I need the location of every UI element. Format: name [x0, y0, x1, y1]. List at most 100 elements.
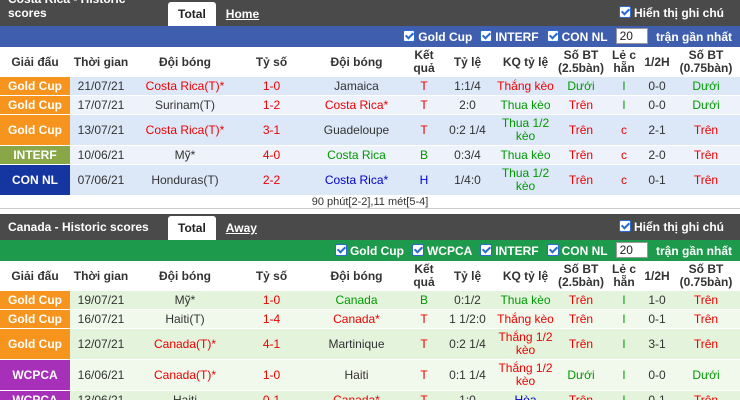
filter-bar: Gold Cup WCPCA INTERF CON NL 20 trận gần nhất — [0, 240, 740, 261]
league: Gold Cup — [0, 328, 70, 360]
match-row: Gold Cup 13/07/21 Costa Rica(T)* 3-1 Guadelo… — [0, 114, 740, 146]
league: Gold Cup — [0, 291, 70, 310]
column-header: Tỷ lệ — [440, 261, 495, 291]
count-value[interactable]: 20 — [615, 242, 648, 258]
section-title: Canada - Historic scores — [8, 220, 149, 234]
cell: Trên — [672, 164, 740, 196]
checkbox[interactable] — [619, 220, 631, 232]
cell: Hòa — [495, 390, 556, 400]
cell: Canada — [305, 291, 408, 310]
cell: 1-0 — [642, 291, 672, 310]
column-header: Số BT (2.5bàn) — [556, 47, 606, 77]
filter-label: INTERF — [495, 243, 539, 258]
filter-label: INTERF — [495, 29, 539, 44]
cell: Canada(T)* — [132, 328, 238, 360]
section: Canada - Historic scores Total Away Hiển th… — [0, 214, 740, 400]
filter[interactable]: CON NL — [546, 243, 608, 258]
cell: l — [606, 328, 642, 360]
league: Gold Cup — [0, 114, 70, 146]
tab[interactable]: Home — [225, 7, 260, 21]
cell: l — [606, 390, 642, 400]
cell: Guadeloupe — [305, 114, 408, 146]
cell: Honduras(T) — [132, 164, 238, 196]
match-row: WCPCA 16/06/21 Canada(T)* 1-0 Haiti T 0:1 1/4 T… — [0, 359, 740, 391]
column-header: Tỷ lệ — [440, 47, 495, 77]
cell: 1:0 — [440, 390, 495, 400]
checkbox[interactable] — [546, 29, 559, 42]
count-select[interactable]: 20 — [615, 28, 648, 44]
cell: Surinam(T) — [132, 95, 238, 115]
checkbox[interactable] — [619, 6, 631, 18]
tab[interactable]: Total — [168, 2, 216, 26]
checkbox[interactable] — [334, 243, 347, 256]
filter[interactable]: Gold Cup — [334, 243, 404, 258]
checkbox[interactable] — [403, 29, 416, 42]
section: Costa Rica - Historic scores Total Home Hiể… — [0, 0, 740, 209]
header-row: Giải đấu Thời gian Đội bóng Tỷ số Đội bóng Kế… — [0, 47, 740, 77]
cell: Dưới — [556, 77, 606, 96]
cell: 2-2 — [238, 164, 305, 196]
cell: 1-4 — [238, 309, 305, 329]
count-label: trận gần nhất — [655, 243, 732, 258]
filter-label: CON NL — [561, 243, 608, 258]
section-title: Costa Rica - Historic scores — [8, 0, 125, 20]
cell: 0-0 — [642, 359, 672, 391]
count-value[interactable]: 20 — [615, 28, 648, 44]
note-toggle-label: Hiển thị ghi chú — [634, 6, 724, 20]
filter[interactable]: INTERF — [480, 29, 539, 44]
cell: T — [408, 95, 440, 115]
cell: Trên — [672, 145, 740, 165]
match-row: CON NL 07/06/21 Honduras(T) 2-2 Costa Rica* H… — [0, 164, 740, 196]
filter[interactable]: CON NL — [546, 29, 608, 44]
tab[interactable]: Away — [225, 221, 257, 235]
filter[interactable]: Gold Cup — [403, 29, 472, 44]
cell: Trên — [672, 114, 740, 146]
cell: 0-1 — [642, 390, 672, 400]
cell: Canada(T)* — [132, 359, 238, 391]
filter[interactable]: WCPCA — [411, 243, 472, 258]
match-row: Gold Cup 16/07/21 Haiti(T) 1-4 Canada* T 1 1/2… — [0, 309, 740, 329]
checkbox[interactable] — [480, 243, 493, 256]
cell: Jamaica — [305, 77, 408, 96]
cell: 0:1/2 — [440, 291, 495, 310]
column-header: Tỷ số — [238, 47, 305, 77]
cell: 0:2 1/4 — [440, 114, 495, 146]
column-header: Lẻ c hẵn — [606, 47, 642, 77]
checkbox[interactable] — [546, 243, 559, 256]
note-toggle[interactable]: Hiển thị ghi chú — [619, 220, 724, 234]
cell: 0:3/4 — [440, 145, 495, 165]
cell: Costa Rica(T)* — [132, 114, 238, 146]
tab[interactable]: Total — [168, 216, 216, 240]
cell: Trên — [672, 291, 740, 310]
cell: Thắng kèo — [495, 309, 556, 329]
table-body: Gold Cup 21/07/21 Costa Rica(T)* 1-0 Jamaica… — [0, 77, 740, 196]
checkbox[interactable] — [411, 243, 424, 256]
cell: 2-1 — [642, 114, 672, 146]
cell: 1:1/4 — [440, 77, 495, 96]
column-header: 1/2H — [642, 261, 672, 291]
cell: c — [606, 145, 642, 165]
cell: 1 1/2:0 — [440, 309, 495, 329]
column-header: Kết quả — [408, 47, 440, 77]
cell: l — [606, 309, 642, 329]
checkbox[interactable] — [480, 29, 493, 42]
cell: H — [408, 164, 440, 196]
column-header: KQ tỷ lệ — [495, 261, 556, 291]
filter[interactable]: INTERF — [480, 243, 539, 258]
cell: l — [606, 291, 642, 310]
table-head: Giải đấu Thời gian Đội bóng Tỷ số Đội bóng Kế… — [0, 47, 740, 77]
column-header: Thời gian — [70, 261, 132, 291]
cell: 4-1 — [238, 328, 305, 360]
cell: Costa Rica* — [305, 164, 408, 196]
cell: 4-0 — [238, 145, 305, 165]
cell: 1-0 — [238, 77, 305, 96]
league: WCPCA — [0, 359, 70, 391]
cell: 0:2 1/4 — [440, 328, 495, 360]
note-toggle[interactable]: Hiển thị ghi chú — [619, 6, 724, 20]
column-header: Giải đấu — [0, 261, 70, 291]
cell: 1-0 — [238, 291, 305, 310]
cell: Trên — [556, 95, 606, 115]
count-select[interactable]: 20 — [615, 242, 648, 258]
cell: B — [408, 145, 440, 165]
cell: Mỹ* — [132, 291, 238, 310]
